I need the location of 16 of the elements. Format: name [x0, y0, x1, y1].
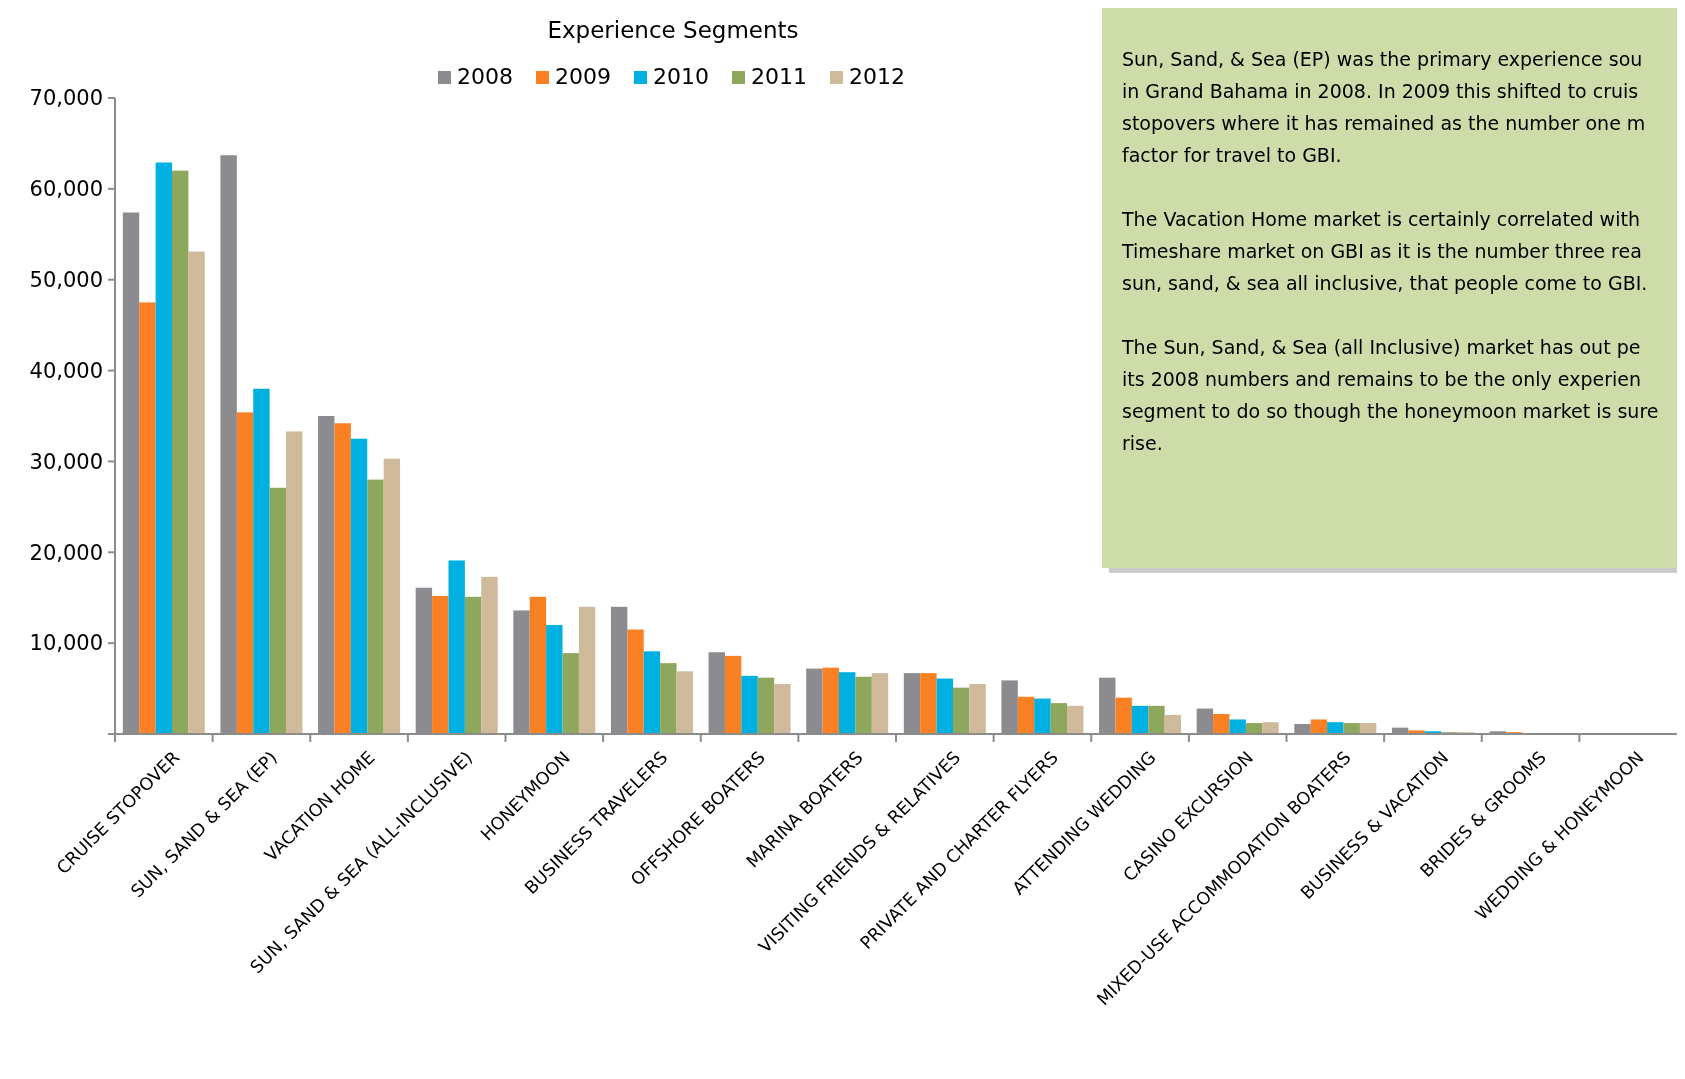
y-tick-label: 70,000: [29, 86, 103, 111]
y-tick-label: 40,000: [29, 358, 103, 383]
legend-label: 2009: [555, 64, 611, 89]
y-tick-label: 20,000: [29, 540, 103, 565]
y-tick-label: 60,000: [29, 177, 103, 202]
legend-label: 2010: [653, 64, 709, 89]
legend-label: 2008: [457, 64, 513, 89]
annotation: Sun, Sand, & Sea (EP) was the primary experience sou in Grand Bahama in 2008. In 2009 this shifted to cruis stopovers where it has remained as the number one m factor for travel to GBI.: [1122, 48, 1646, 166]
y-tick-label: 50,000: [29, 268, 103, 293]
y-tick-label: 30,000: [29, 449, 103, 474]
chart-title: Experience Segments: [547, 17, 799, 43]
legend-label: 2011: [751, 64, 807, 89]
y-tick-label: 10,000: [29, 631, 103, 656]
annotation: The Vacation Home market is certainly correlated with Timeshare market on GBI as it is the number three rea sun, sand, & sea all inclusive, that people come to GBI.: [1121, 208, 1648, 294]
legend-label: 2012: [849, 64, 905, 89]
annotation: The Sun, Sand, & Sea (all Inclusive) market has out pe its 2008 numbers and remains to be the only experien segment to do so though the honeymoon market is sure rise.: [1121, 336, 1659, 454]
